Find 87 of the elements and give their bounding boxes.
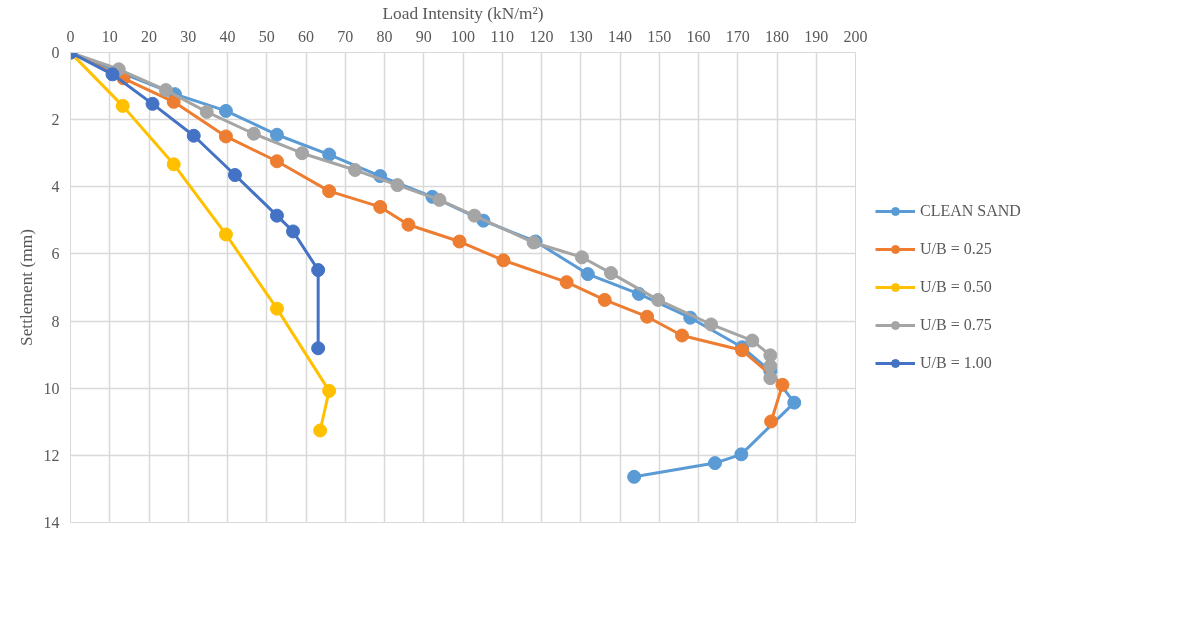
x-tick-label: 200 xyxy=(843,27,868,45)
point xyxy=(559,275,574,290)
point xyxy=(574,250,589,265)
point xyxy=(145,96,160,111)
y-axis-title: Settlement (mm) xyxy=(16,228,36,346)
point xyxy=(218,227,233,242)
point xyxy=(390,178,405,193)
point xyxy=(227,168,242,183)
point xyxy=(640,309,655,324)
point xyxy=(166,157,181,172)
legend-label: U/B = 0.50 xyxy=(920,278,992,296)
point xyxy=(597,292,612,307)
point xyxy=(452,234,467,249)
x-tick-label: 180 xyxy=(765,27,789,45)
point xyxy=(158,83,173,98)
x-tick-label: 0 xyxy=(66,27,75,45)
point xyxy=(764,414,779,429)
x-axis-title: Load Intensity (kN/m²) xyxy=(382,3,544,23)
point xyxy=(199,104,214,119)
y-tick-label: 2 xyxy=(51,111,60,129)
point xyxy=(105,67,120,82)
x-tick-label: 110 xyxy=(490,27,514,45)
point xyxy=(467,208,482,223)
y-tick-label: 12 xyxy=(43,446,60,464)
point xyxy=(675,328,690,343)
x-tick-label: 80 xyxy=(376,27,393,45)
x-tick-label: 70 xyxy=(337,27,354,45)
y-tick-label: 6 xyxy=(51,245,60,263)
point xyxy=(734,447,749,462)
point xyxy=(269,301,284,316)
point xyxy=(401,217,416,232)
point xyxy=(115,98,130,113)
point xyxy=(286,224,301,239)
point xyxy=(269,154,284,169)
point xyxy=(246,126,261,141)
x-tick-label: 50 xyxy=(258,27,275,45)
x-tick-label: 190 xyxy=(804,27,829,45)
x-tick-label: 170 xyxy=(725,27,750,45)
point xyxy=(775,377,790,392)
point xyxy=(651,292,666,307)
y-tick-label: 0 xyxy=(51,44,60,61)
point xyxy=(603,266,618,281)
y-tick-label: 10 xyxy=(43,379,60,397)
point xyxy=(269,208,284,223)
x-tick-label: 120 xyxy=(529,27,554,45)
point xyxy=(704,317,719,332)
point xyxy=(580,267,595,282)
y-tick-label: 14 xyxy=(43,514,60,531)
point xyxy=(763,359,778,374)
x-tick-label: 90 xyxy=(415,27,432,45)
y-tick-label: 4 xyxy=(51,178,60,196)
x-tick-label: 150 xyxy=(647,27,672,45)
point xyxy=(627,469,642,484)
point xyxy=(496,253,511,268)
point xyxy=(763,371,778,386)
point xyxy=(295,146,310,161)
x-tick-label: 30 xyxy=(180,27,197,45)
point xyxy=(322,147,337,162)
x-tick-label: 40 xyxy=(219,27,236,45)
legend-label: U/B = 0.25 xyxy=(920,240,992,258)
point xyxy=(322,383,337,398)
legend-label: CLEAN SAND xyxy=(920,202,1021,220)
point xyxy=(373,199,388,214)
point xyxy=(166,94,181,109)
point xyxy=(218,103,233,118)
y-tick-label: 8 xyxy=(51,312,60,330)
point xyxy=(186,128,201,143)
point xyxy=(787,395,802,410)
point xyxy=(313,423,328,438)
x-tick-label: 140 xyxy=(608,27,632,45)
point xyxy=(348,163,363,177)
point xyxy=(322,184,337,199)
legend-label: U/B = 1.00 xyxy=(920,354,992,372)
point xyxy=(269,127,284,142)
x-tick-label: 20 xyxy=(141,27,157,45)
x-tick-label: 10 xyxy=(101,27,118,45)
x-tick-label: 130 xyxy=(568,27,593,45)
legend-label: U/B = 0.75 xyxy=(920,316,992,334)
x-tick-label: 100 xyxy=(451,27,475,45)
point xyxy=(745,333,760,348)
x-tick-label: 60 xyxy=(298,27,314,45)
x-tick-label: 160 xyxy=(686,27,711,45)
point xyxy=(311,263,326,278)
point xyxy=(707,456,722,471)
point xyxy=(311,341,326,356)
point xyxy=(218,129,233,144)
point xyxy=(432,192,447,207)
